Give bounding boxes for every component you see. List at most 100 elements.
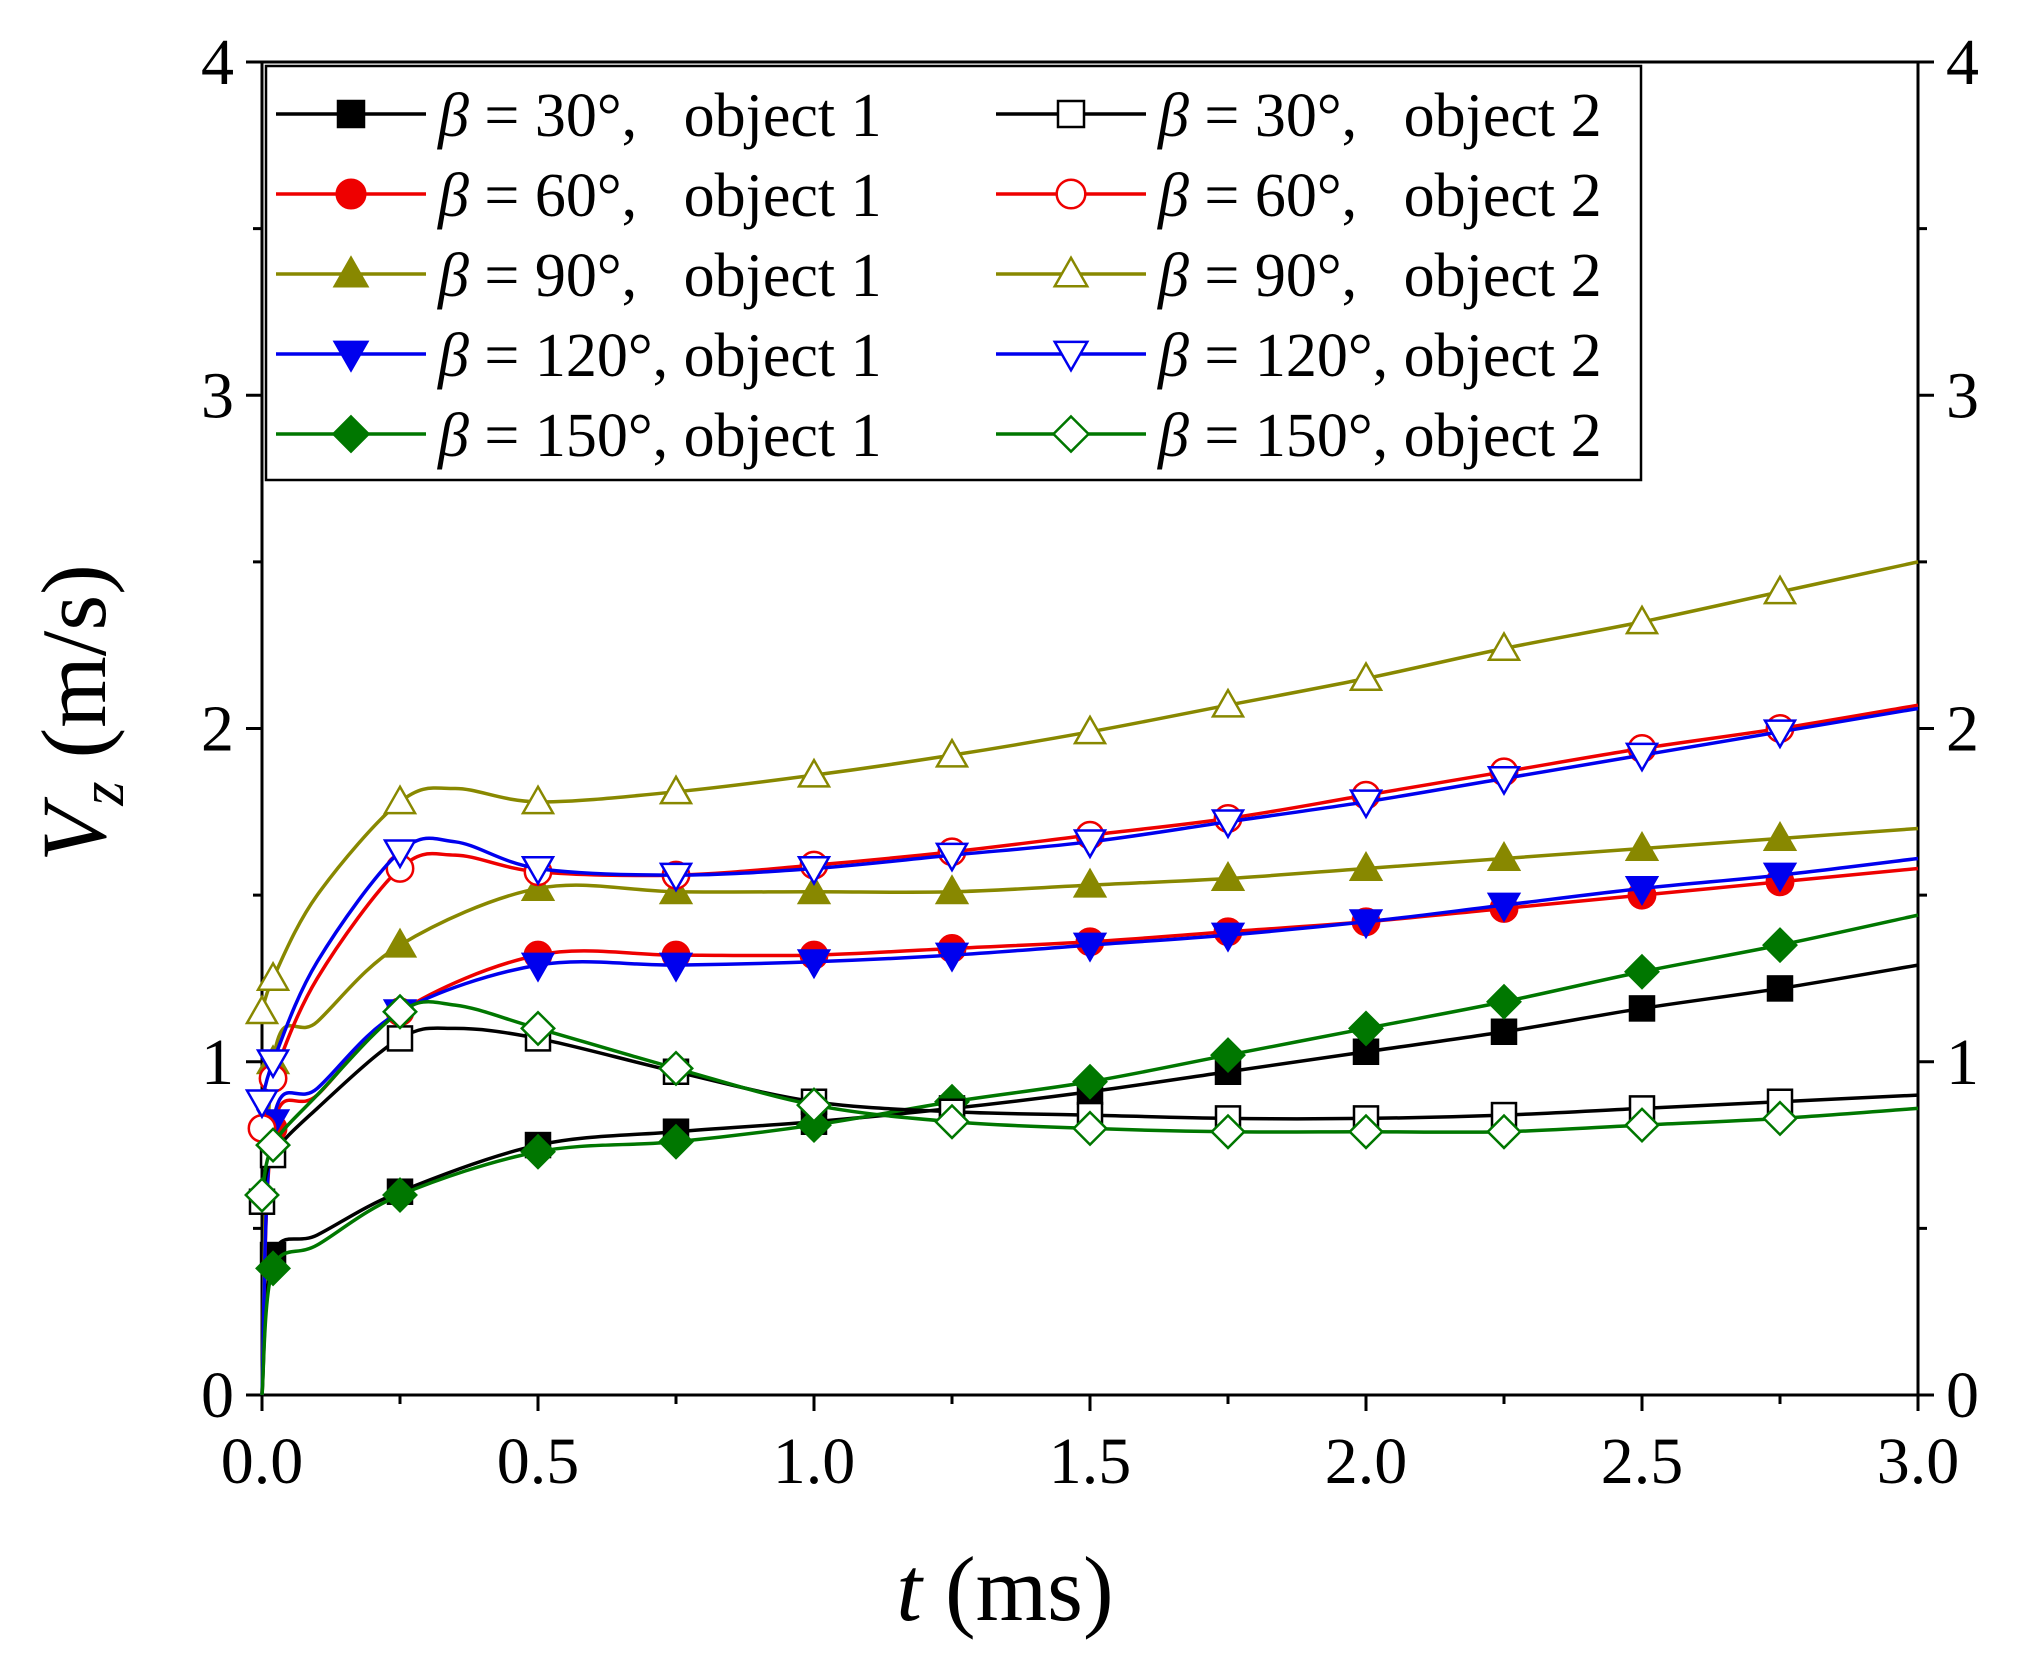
- data-point: [658, 862, 694, 893]
- data-point: [1624, 875, 1660, 906]
- legend-marker: [1051, 414, 1091, 454]
- legend-label: β = 120°, object 1: [437, 322, 882, 390]
- data-point: [382, 1177, 418, 1214]
- data-point: [796, 855, 832, 886]
- x-tick-label: 1.0: [773, 1425, 856, 1498]
- data-point: [1762, 927, 1798, 964]
- data-point: [1624, 742, 1660, 773]
- legend-marker: [332, 255, 370, 288]
- legend-marker: [1056, 99, 1086, 129]
- legend-label-beta: β: [437, 322, 469, 390]
- series-line: [260, 913, 1919, 1396]
- x-axis-label: t (ms): [896, 1538, 1113, 1640]
- legend-label-beta: β: [1157, 162, 1189, 230]
- legend-item: β = 150°, object 2: [996, 402, 1602, 470]
- legend-label: β = 30°, object 1: [437, 82, 882, 150]
- data-point: [1762, 1100, 1798, 1137]
- data-point: [934, 942, 970, 973]
- legend-label: β = 60°, object 1: [437, 162, 882, 230]
- legend-label-text: = 60°, object 1: [469, 162, 882, 230]
- data-point: [658, 1050, 694, 1087]
- data-point: [386, 1025, 414, 1052]
- legend-label-beta: β: [1157, 402, 1189, 470]
- legend-label-beta: β: [1157, 322, 1189, 390]
- data-point: [658, 952, 694, 983]
- data-point: [1348, 789, 1384, 820]
- data-point: [796, 757, 832, 788]
- data-point: [520, 784, 556, 815]
- legend-label-beta: β: [437, 162, 469, 230]
- legend-marker: [335, 178, 367, 210]
- x-axis-label-variable: t: [896, 1538, 924, 1640]
- y-tick-label-right: 2: [1946, 693, 1979, 766]
- legend-box: [264, 64, 1643, 482]
- legend-item: β = 150°, object 1: [276, 402, 882, 470]
- series-line: [260, 963, 1919, 1396]
- data-point: [1486, 892, 1522, 923]
- data-point: [1210, 687, 1246, 718]
- legend-item: β = 30°, object 1: [276, 82, 882, 150]
- data-point: [255, 1127, 292, 1164]
- data-point: [244, 1177, 280, 1214]
- legend-label-beta: β: [437, 402, 469, 470]
- legend-label: β = 120°, object 2: [1157, 322, 1602, 390]
- data-point: [1624, 604, 1660, 635]
- data-point: [1762, 862, 1798, 893]
- legend-label-text: = 150°, object 2: [1189, 402, 1602, 470]
- legend-marker: [336, 99, 366, 129]
- legend-label: β = 90°, object 2: [1157, 242, 1602, 310]
- legend-marker: [331, 414, 371, 454]
- y-tick-label-right: 3: [1946, 359, 1979, 432]
- y-axis-label-variable: V: [23, 796, 125, 862]
- x-tick-label: 1.5: [1049, 1425, 1132, 1498]
- series-8: [244, 560, 1919, 1025]
- legend-label-text: = 60°, object 2: [1189, 162, 1602, 230]
- data-point: [255, 960, 291, 991]
- data-point: [934, 1103, 970, 1140]
- legend-label: β = 90°, object 1: [437, 242, 882, 310]
- series-line: [260, 706, 1919, 1103]
- series-10: [244, 993, 1919, 1214]
- data-point: [1624, 830, 1660, 861]
- data-point: [1348, 1010, 1384, 1047]
- data-point: [255, 1049, 291, 1080]
- legend-marker: [1052, 255, 1090, 288]
- legend-label-text: = 30°, object 2: [1189, 82, 1602, 150]
- data-point: [796, 874, 832, 905]
- data-point: [796, 1087, 832, 1124]
- data-point: [1210, 809, 1246, 840]
- y-tick-label-left: 4: [201, 26, 234, 99]
- data-point: [1624, 1107, 1660, 1144]
- data-point: [1072, 829, 1108, 860]
- legend-label-beta: β: [437, 82, 469, 150]
- data-point: [1072, 714, 1108, 745]
- legend-label-beta: β: [437, 242, 469, 310]
- data-point: [1072, 867, 1108, 898]
- data-point: [1762, 820, 1798, 851]
- data-point: [658, 1123, 694, 1160]
- legend-marker: [1055, 178, 1087, 210]
- data-point: [1210, 1037, 1246, 1074]
- data-point: [382, 927, 418, 958]
- legend-label-text: = 120°, object 1: [469, 322, 882, 390]
- y-axis-label-unit: (m/s): [23, 564, 125, 781]
- data-point: [1210, 922, 1246, 953]
- legend-item: β = 90°, object 2: [996, 242, 1602, 310]
- legend-item: β = 120°, object 2: [996, 322, 1602, 390]
- data-point: [1348, 660, 1384, 692]
- data-point: [1624, 953, 1660, 990]
- data-point: [382, 784, 418, 815]
- data-point: [1766, 975, 1794, 1002]
- data-point: [520, 855, 556, 886]
- data-point: [520, 952, 556, 983]
- legend-label: β = 150°, object 2: [1157, 402, 1602, 470]
- y-tick-label-left: 1: [201, 1026, 234, 1099]
- x-tick-label: 2.0: [1325, 1425, 1408, 1498]
- data-point: [1348, 1113, 1384, 1150]
- data-point: [1486, 983, 1522, 1020]
- legend-label: β = 150°, object 1: [437, 402, 882, 470]
- data-point: [1486, 631, 1522, 662]
- data-point: [796, 949, 832, 980]
- data-point: [1486, 1113, 1522, 1150]
